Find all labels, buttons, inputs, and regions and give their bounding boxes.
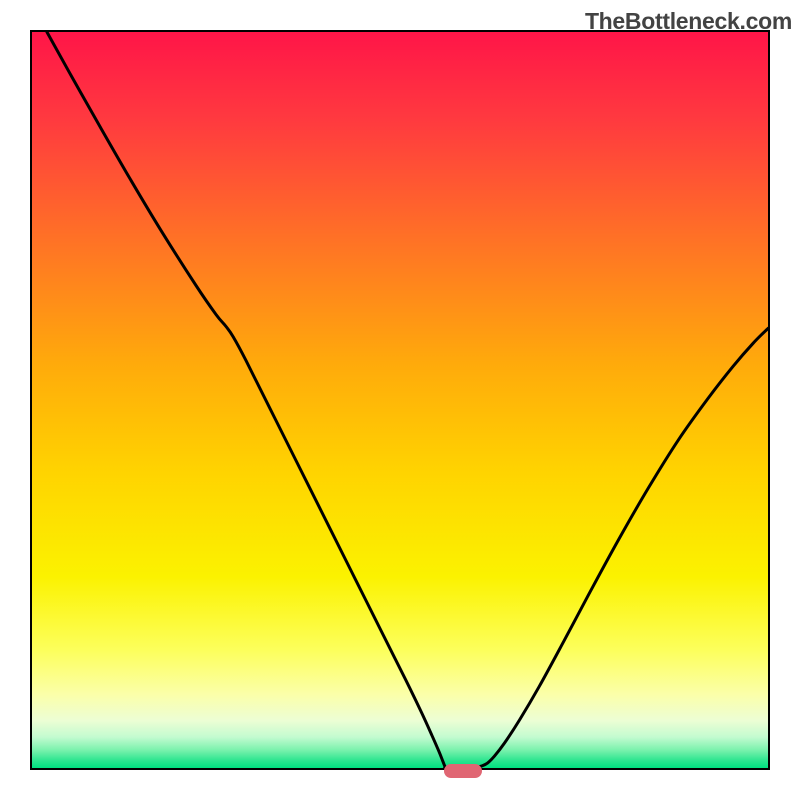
bottleneck-chart: TheBottleneck.com: [0, 0, 800, 800]
plot-area: [30, 30, 770, 770]
watermark-text: TheBottleneck.com: [585, 8, 792, 35]
optimal-marker: [444, 764, 482, 778]
bottleneck-curve: [32, 32, 768, 768]
